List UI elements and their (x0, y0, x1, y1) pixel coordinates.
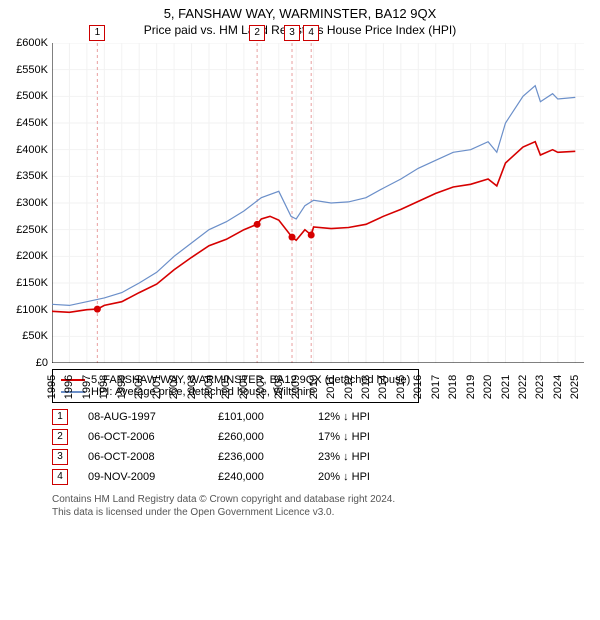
x-tick: 1995 (46, 375, 58, 399)
x-tick: 2003 (186, 375, 198, 399)
tx-price: £236,000 (218, 451, 298, 463)
y-tick: £400K (16, 144, 48, 156)
x-tick: 2016 (412, 375, 424, 399)
tx-delta: 23% ↓ HPI (318, 451, 370, 463)
tx-marker-box: 3 (284, 25, 300, 41)
x-tick: 2005 (220, 375, 232, 399)
x-tick: 2002 (168, 375, 180, 399)
y-tick: £100K (16, 304, 48, 316)
table-row: 1 08-AUG-1997 £101,000 12% ↓ HPI (52, 407, 592, 427)
x-tick: 2008 (273, 375, 285, 399)
x-tick: 2015 (395, 375, 407, 399)
table-row: 2 06-OCT-2006 £260,000 17% ↓ HPI (52, 427, 592, 447)
page-title: 5, FANSHAW WAY, WARMINSTER, BA12 9QX (8, 6, 592, 23)
tx-date: 06-OCT-2008 (88, 451, 198, 463)
x-tick: 2017 (430, 375, 442, 399)
x-tick: 2022 (517, 375, 529, 399)
x-tick: 2018 (447, 375, 459, 399)
tx-date: 09-NOV-2009 (88, 471, 198, 483)
y-tick: £150K (16, 277, 48, 289)
tx-marker-box: 2 (249, 25, 265, 41)
x-tick: 2006 (238, 375, 250, 399)
tx-number-box: 2 (52, 429, 68, 445)
x-tick: 2020 (482, 375, 494, 399)
footer-line-1: Contains HM Land Registry data © Crown c… (52, 493, 592, 506)
tx-marker-box: 4 (303, 25, 319, 41)
x-tick: 2014 (377, 375, 389, 399)
x-tick: 1998 (98, 375, 110, 399)
x-tick: 2021 (500, 375, 512, 399)
x-tick: 2023 (534, 375, 546, 399)
x-tick: 2013 (360, 375, 372, 399)
x-tick: 2019 (465, 375, 477, 399)
x-tick: 1997 (81, 375, 93, 399)
x-tick: 2025 (569, 375, 581, 399)
y-tick: £600K (16, 37, 48, 49)
tx-date: 06-OCT-2006 (88, 431, 198, 443)
price-chart: £0£50K£100K£150K£200K£250K£300K£350K£400… (52, 43, 584, 363)
table-row: 3 06-OCT-2008 £236,000 23% ↓ HPI (52, 447, 592, 467)
chart-svg (52, 43, 584, 363)
tx-number-box: 1 (52, 409, 68, 425)
x-tick: 1996 (63, 375, 75, 399)
tx-delta: 20% ↓ HPI (318, 471, 370, 483)
tx-delta: 17% ↓ HPI (318, 431, 370, 443)
tx-delta: 12% ↓ HPI (318, 411, 370, 423)
y-tick: £350K (16, 170, 48, 182)
x-tick: 2004 (203, 375, 215, 399)
x-tick: 2001 (151, 375, 163, 399)
x-tick: 2000 (133, 375, 145, 399)
x-tick: 1999 (116, 375, 128, 399)
tx-price: £240,000 (218, 471, 298, 483)
x-tick: 2024 (552, 375, 564, 399)
x-tick: 2011 (325, 375, 337, 399)
y-tick: £200K (16, 250, 48, 262)
tx-marker-box: 1 (89, 25, 105, 41)
tx-number-box: 4 (52, 469, 68, 485)
legend-item: HPI: Average price, detached house, Wilt… (61, 386, 410, 398)
x-tick: 2007 (255, 375, 267, 399)
tx-date: 08-AUG-1997 (88, 411, 198, 423)
tx-price: £260,000 (218, 431, 298, 443)
x-tick: 2012 (343, 375, 355, 399)
transactions-table: 1 08-AUG-1997 £101,000 12% ↓ HPI 2 06-OCT-200… (52, 407, 592, 487)
y-tick: £0 (36, 357, 48, 369)
legend-item: 5, FANSHAW WAY, WARMINSTER, BA12 9QX (de… (61, 374, 410, 386)
x-tick: 2009 (290, 375, 302, 399)
footer-line-2: This data is licensed under the Open Gov… (52, 506, 592, 519)
y-tick: £550K (16, 64, 48, 76)
x-tick: 2010 (308, 375, 320, 399)
tx-number-box: 3 (52, 449, 68, 465)
y-tick: £300K (16, 197, 48, 209)
y-tick: £50K (22, 330, 48, 342)
y-tick: £250K (16, 224, 48, 236)
y-tick: £500K (16, 90, 48, 102)
footer: Contains HM Land Registry data © Crown c… (52, 493, 592, 519)
y-tick: £450K (16, 117, 48, 129)
tx-price: £101,000 (218, 411, 298, 423)
table-row: 4 09-NOV-2009 £240,000 20% ↓ HPI (52, 467, 592, 487)
